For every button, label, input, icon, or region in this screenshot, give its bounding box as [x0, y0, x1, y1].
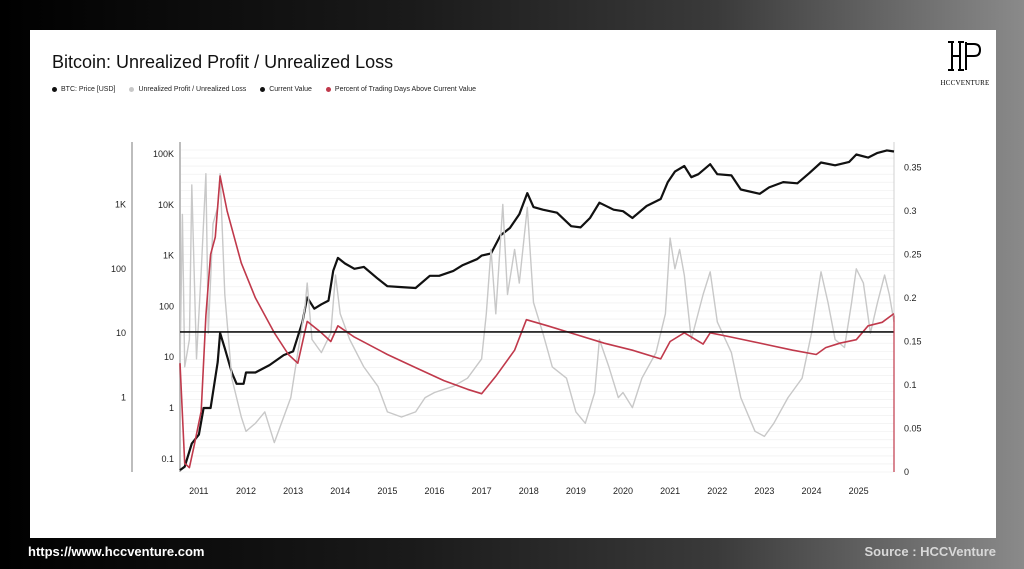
- x-tick-label: 2015: [377, 486, 397, 496]
- legend-item-price[interactable]: BTC: Price [USD]: [52, 86, 115, 93]
- x-tick-label: 2012: [236, 486, 256, 496]
- legend-label-price: BTC: Price [USD]: [61, 86, 116, 93]
- y-inner-tick-label: 0.1: [161, 454, 174, 464]
- x-tick-label: 2022: [707, 486, 727, 496]
- legend-swatch-price: [52, 87, 57, 92]
- y-right-tick-label: 0: [904, 467, 909, 477]
- x-tick-label: 2023: [754, 486, 774, 496]
- y-outer-tick-label: 1K: [115, 199, 126, 209]
- y-right-tick-label: 0.05: [904, 423, 922, 433]
- x-tick-label: 2017: [472, 486, 492, 496]
- x-tick-label: 2024: [802, 486, 822, 496]
- logo-text: HCCVENTURE: [940, 79, 990, 87]
- footer-bar: https://www.hccventure.com Source : HCCV…: [0, 538, 1024, 569]
- y-right-tick-label: 0.2: [904, 293, 917, 303]
- legend-label-current: Current Value: [269, 86, 312, 93]
- x-tick-label: 2021: [660, 486, 680, 496]
- y-inner-tick-label: 10K: [158, 200, 174, 210]
- footer-source: Source : HCCVenture: [864, 544, 996, 559]
- x-tick-label: 2014: [330, 486, 350, 496]
- series-percent-days: [179, 175, 895, 469]
- legend-item-ratio[interactable]: Unrealized Profit / Unrealized Loss: [129, 86, 246, 93]
- y-inner-tick-label: 100K: [153, 149, 174, 159]
- x-tick-label: 2025: [849, 486, 869, 496]
- y-right-tick-label: 0.15: [904, 336, 922, 346]
- x-tick-label: 2018: [519, 486, 539, 496]
- y-outer-tick-label: 1: [121, 393, 126, 403]
- x-tick-label: 2016: [424, 486, 444, 496]
- hccventure-logo: HCCVENTURE: [940, 40, 990, 87]
- legend-label-percent: Percent of Trading Days Above Current Va…: [334, 86, 477, 93]
- logo-mark: [948, 41, 982, 71]
- chart-plot: 0.1 1 10 100 1K 10K 100K 1 10 100 1K 0 0.05 0.1 0.15 0.…: [111, 142, 922, 496]
- y-inner-tick-label: 1K: [163, 251, 174, 261]
- y-inner-tick-label: 1: [169, 403, 174, 413]
- y-right-tick-label: 0.35: [904, 162, 922, 172]
- legend-label-ratio: Unrealized Profit / Unrealized Loss: [138, 86, 247, 93]
- series-btc-price: [179, 149, 895, 471]
- x-tick-label: 2019: [566, 486, 586, 496]
- x-tick-label: 2013: [283, 486, 303, 496]
- legend-swatch-percent: [325, 87, 331, 92]
- legend-item-current[interactable]: Current Value: [260, 86, 312, 93]
- legend-item-percent[interactable]: Percent of Trading Days Above Current Va…: [325, 86, 477, 93]
- legend-swatch-current: [260, 87, 266, 92]
- y-inner-tick-label: 100: [159, 301, 174, 311]
- y-outer-tick-label: 100: [111, 264, 126, 274]
- y-right-tick-label: 0.3: [904, 206, 917, 216]
- chart-card: Bitcoin: Unrealized Profit / Unrealized …: [30, 30, 996, 538]
- legend-swatch-ratio: [129, 87, 135, 92]
- y-right-tick-label: 0.1: [904, 380, 917, 390]
- series-unrealized-ratio: [179, 173, 895, 444]
- chart-legend: BTC: Price [USD] Unrealized Profit / Unr…: [52, 86, 476, 93]
- x-tick-label: 2011: [189, 486, 208, 496]
- footer-url-link[interactable]: https://www.hccventure.com: [28, 544, 205, 559]
- chart-title: Bitcoin: Unrealized Profit / Unrealized …: [52, 52, 394, 72]
- y-right-tick-label: 0.25: [904, 249, 922, 259]
- y-inner-tick-label: 10: [164, 352, 174, 362]
- x-tick-label: 2020: [613, 486, 633, 496]
- y-outer-tick-label: 10: [116, 328, 126, 338]
